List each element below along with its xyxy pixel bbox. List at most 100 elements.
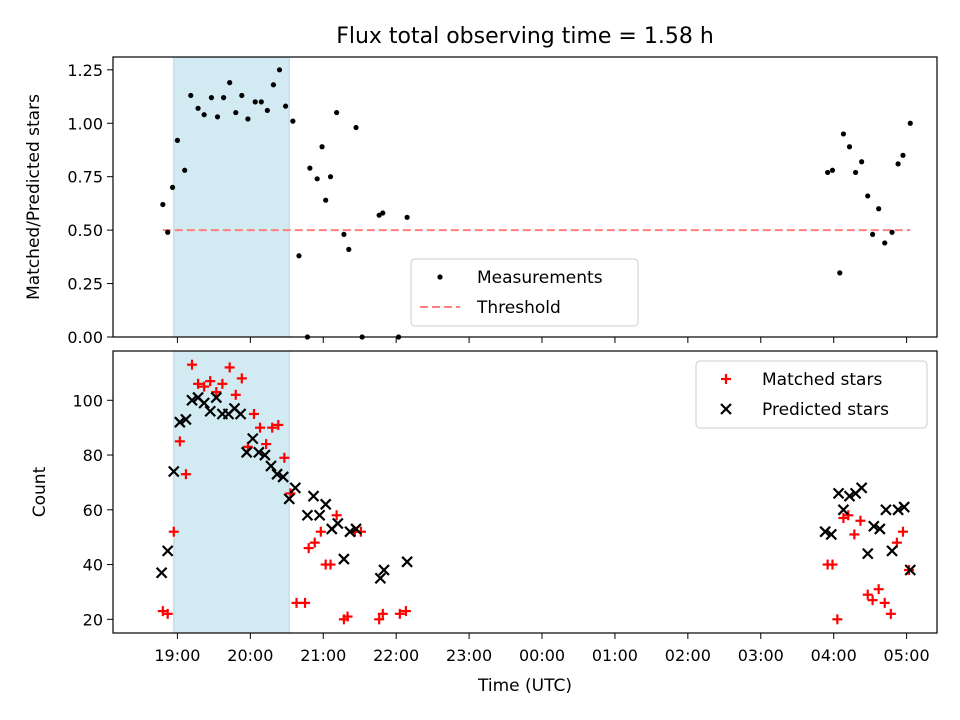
mark-stroke: [874, 523, 886, 535]
predicted-star-mark: [210, 391, 223, 404]
mark-stroke: [350, 523, 362, 535]
predicted-star-mark: [837, 504, 850, 516]
measurement-point: [353, 124, 359, 131]
measurement-point: [220, 95, 227, 101]
measurement-point: [846, 144, 853, 150]
bottom-panel: 20 40 60 80 100 19:00 20:00 21:00 22:00 23:00 00:0…: [30, 350, 938, 696]
predicted-star-mark: [338, 553, 350, 565]
measurement-point: [882, 240, 888, 246]
y-tick-label: 100: [72, 391, 103, 410]
legend-box: [410, 258, 639, 327]
matched-star-mark: [248, 408, 259, 419]
measurement-point: [169, 184, 176, 190]
matched-star-mark: [374, 614, 385, 625]
predicted-star-mark: [332, 517, 344, 530]
predicted-star-mark: [186, 394, 198, 407]
measurement-point: [307, 165, 313, 171]
matched-star-mark: [230, 389, 241, 400]
predicted-star-mark: [344, 525, 356, 538]
measurement-point: [907, 120, 913, 126]
measurement-point: [900, 152, 906, 158]
mark-stroke: [277, 471, 289, 483]
mark-stroke: [307, 490, 320, 502]
matched-star-mark: [174, 436, 185, 447]
matched-star-mark: [261, 439, 272, 450]
matched-star-mark: [300, 597, 311, 608]
measurement-point: [208, 95, 215, 101]
predicted-star-mark: [301, 509, 314, 522]
matched-star-mark: [867, 595, 878, 606]
top-panel: 0.00 0.25 0.50 0.75 1.00 1.25 Matched/Predicte…: [24, 56, 938, 347]
y-tick-label: 80: [83, 446, 103, 465]
mark-stroke: [825, 528, 838, 541]
mark-stroke: [265, 460, 277, 472]
predicted-star-mark: [167, 465, 180, 478]
matched-star-mark: [400, 606, 411, 617]
mark-stroke: [344, 525, 356, 538]
x-tick-label: 05:00: [884, 646, 930, 665]
predicted-star-mark: [861, 547, 874, 560]
matched-star-mark: [315, 526, 326, 537]
mark-stroke: [259, 449, 271, 461]
legend-threshold-label: Threshold: [476, 298, 561, 318]
measurement-point: [165, 229, 171, 235]
mark-stroke: [167, 465, 180, 478]
y-tick-label: 1.00: [67, 114, 103, 133]
legend-predicted-marker: [720, 403, 732, 415]
measurement-point: [233, 109, 239, 116]
mark-stroke: [210, 391, 223, 404]
measurement-point: [869, 231, 876, 238]
x-axis-label: Time (UTC): [477, 676, 572, 696]
legend-measurement-marker: [437, 274, 443, 280]
legend-matched-label: Matched stars: [762, 370, 882, 390]
predicted-star-mark: [265, 460, 277, 472]
matched-star-mark: [827, 559, 838, 570]
predicted-star-mark: [240, 446, 253, 459]
legend-measurements-label: Measurements: [477, 268, 603, 288]
matched-star-mark: [331, 510, 342, 521]
measurement-point: [282, 103, 289, 109]
predicted-star-mark: [234, 408, 247, 420]
y-tick-label: 0.25: [67, 275, 103, 294]
measurement-point: [895, 161, 901, 167]
predicted-star-mark: [319, 498, 332, 511]
measurement-point: [865, 193, 871, 199]
measurement-point: [160, 201, 166, 208]
mark-stroke: [161, 545, 174, 557]
predicted-star-mark: [843, 490, 856, 502]
mark-stroke: [155, 566, 168, 579]
mark-stroke: [904, 564, 917, 576]
mark-stroke: [837, 504, 850, 516]
mark-stroke: [301, 509, 314, 522]
mark-stroke: [898, 501, 910, 513]
y-axis-label: Count: [30, 466, 50, 517]
highlight-span: [173, 56, 290, 338]
mark-stroke: [855, 482, 868, 494]
measurement-point: [323, 197, 329, 203]
x-tick-label: 00:00: [519, 646, 565, 665]
y-tick-label: 60: [83, 501, 103, 520]
measurement-point: [829, 167, 836, 173]
matched-star-mark: [342, 611, 353, 622]
measurement-point: [252, 99, 258, 105]
predicted-star-mark: [313, 509, 326, 522]
predicted-star-mark: [289, 482, 302, 494]
mark-stroke: [868, 520, 880, 533]
mark-stroke: [174, 416, 186, 428]
matched-star-mark: [862, 589, 873, 600]
measurement-point: [334, 109, 340, 116]
matched-star-mark: [873, 584, 884, 595]
predicted-star-mark: [198, 397, 210, 409]
predicted-star-mark: [855, 482, 868, 494]
measurement-point: [182, 167, 188, 173]
axes-frame: [112, 56, 938, 338]
matched-star-mark: [193, 378, 204, 389]
x-tick-label: 02:00: [665, 646, 711, 665]
mark-stroke: [180, 413, 192, 426]
matched-star-mark: [186, 359, 197, 370]
matched-star-mark: [168, 526, 179, 537]
measurement-point: [825, 169, 831, 176]
matched-star-mark: [267, 422, 278, 433]
matched-star-mark: [377, 608, 388, 619]
